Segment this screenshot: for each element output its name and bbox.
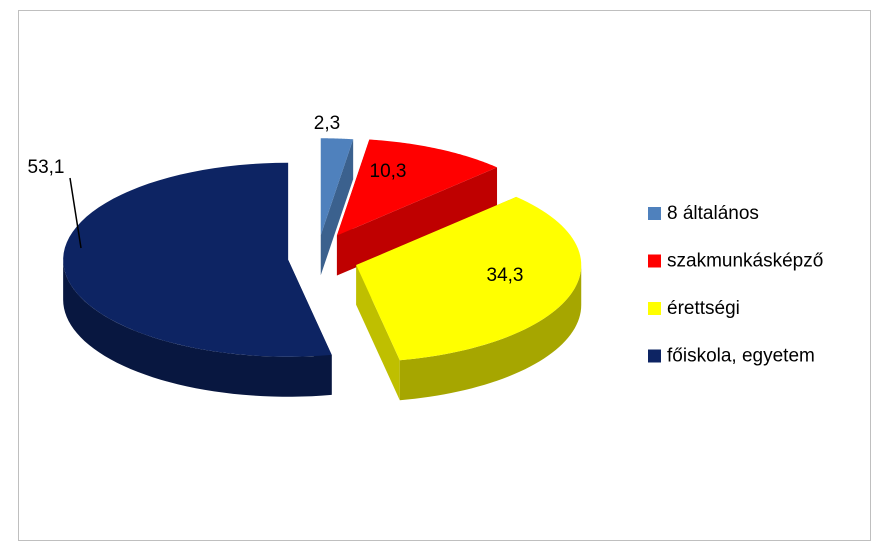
slice-side: [399, 265, 582, 401]
pie-slice: [320, 138, 354, 276]
slice-cut-face: [356, 265, 400, 401]
data-label: 34,3: [487, 265, 524, 286]
legend-swatch: [648, 302, 661, 315]
legend: 8 általános szakmunkásképző érettségi főisk…: [648, 203, 823, 367]
legend-swatch: [648, 254, 661, 268]
pie-slice: [356, 196, 582, 401]
data-labels: 2,3 10,3 34,3 53,1: [28, 113, 524, 286]
legend-label: főiskola, egyetem: [667, 346, 815, 367]
slice-top: [356, 196, 582, 361]
slice-cut-face: [336, 167, 498, 276]
slice-top: [320, 138, 354, 236]
slice-side: [63, 259, 332, 397]
pie: [63, 138, 582, 401]
pie-slice: [63, 162, 332, 397]
pie-slice: [336, 139, 498, 276]
legend-label: érettségi: [667, 298, 740, 319]
data-label: 2,3: [314, 113, 340, 134]
legend-swatch: [648, 349, 661, 363]
leader-line: [69, 177, 82, 249]
slice-cut-face: [320, 139, 354, 276]
slice-top: [336, 139, 498, 236]
legend-label: szakmunkásképző: [667, 251, 823, 272]
legend-swatch: [648, 207, 661, 220]
slice-top: [63, 162, 332, 357]
data-label: 10,3: [370, 161, 407, 182]
legend-label: 8 általános: [667, 203, 759, 224]
data-label: 53,1: [28, 157, 65, 178]
